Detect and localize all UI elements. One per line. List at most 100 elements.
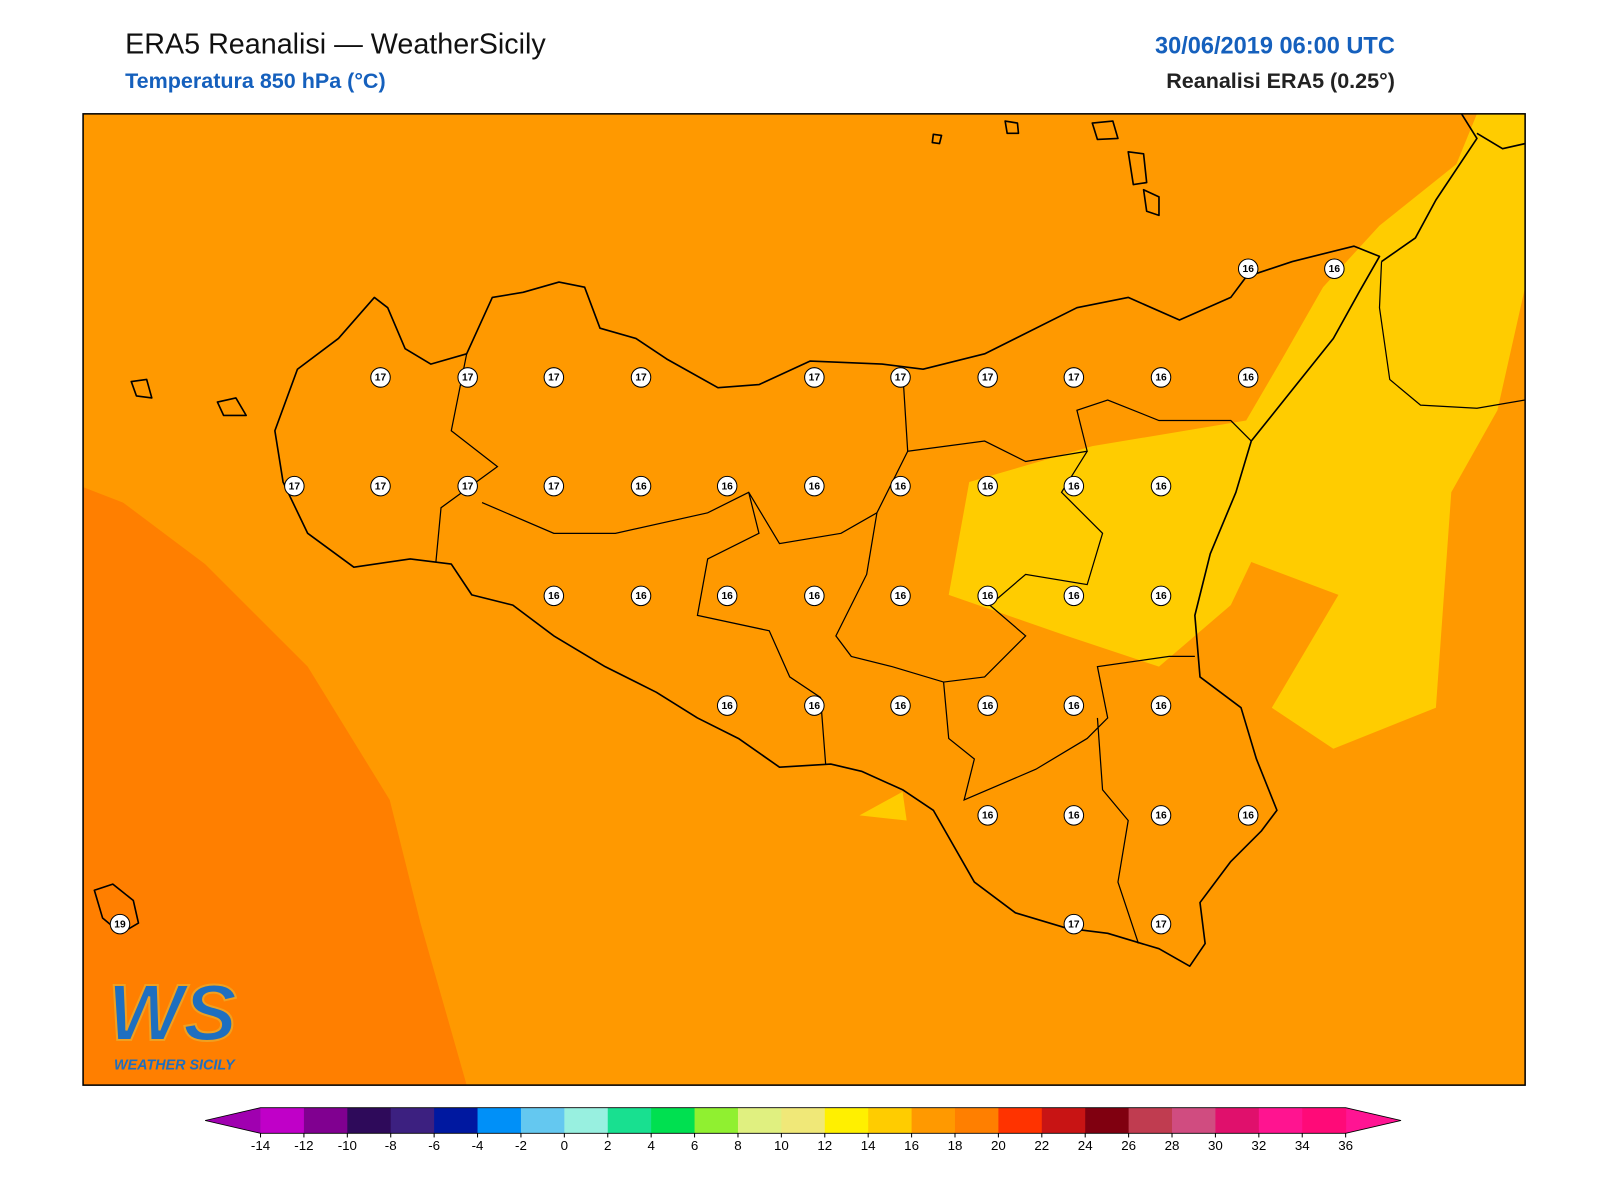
colorbar-label: 4 bbox=[647, 1138, 655, 1153]
colorbar: -14 -12 -10 -8 -6 -4 -2 0 2 4 6 8 10 12 14 16 18 20 22 24 26… bbox=[205, 1107, 1402, 1153]
colorbar-segment bbox=[911, 1107, 956, 1134]
station-marker bbox=[1150, 695, 1172, 716]
station-value: 19 bbox=[114, 919, 126, 930]
station-marker bbox=[804, 367, 825, 388]
station-marker bbox=[370, 475, 391, 497]
colorbar-segment bbox=[390, 1107, 435, 1134]
station-marker bbox=[716, 695, 738, 716]
colorbar-segment bbox=[1172, 1107, 1216, 1134]
colorbar-segment bbox=[954, 1107, 999, 1134]
logo-mark: WS bbox=[108, 968, 237, 1057]
station-value: 16 bbox=[1068, 811, 1080, 822]
station-value: 16 bbox=[721, 591, 733, 602]
station-value: 17 bbox=[1068, 373, 1080, 384]
colorbar-segment bbox=[1258, 1107, 1303, 1134]
border bbox=[435, 353, 1252, 944]
station-marker bbox=[977, 695, 998, 716]
station-marker bbox=[284, 475, 305, 497]
colorbar-label: 26 bbox=[1121, 1138, 1136, 1153]
station-value: 16 bbox=[809, 591, 821, 602]
station-marker bbox=[1063, 475, 1085, 497]
station-marker bbox=[457, 367, 478, 388]
station-value: 17 bbox=[548, 373, 560, 384]
colorbar-label: 14 bbox=[861, 1138, 876, 1153]
colorbar-label: 28 bbox=[1165, 1138, 1180, 1153]
colorbar-segment bbox=[303, 1107, 348, 1134]
colorbar-label: -4 bbox=[472, 1138, 484, 1153]
station-value: 16 bbox=[809, 701, 821, 712]
station-value: 16 bbox=[1155, 701, 1167, 712]
colorbar-segment bbox=[1128, 1107, 1173, 1134]
colorbar-label: -12 bbox=[294, 1138, 313, 1153]
station-marker bbox=[977, 805, 998, 826]
date: 30/06/2019 06:00 UTC bbox=[1155, 32, 1395, 58]
station-marker bbox=[1237, 367, 1259, 388]
model: Reanalisi ERA5 (0.25°) bbox=[1166, 69, 1395, 93]
colorbar-label: 8 bbox=[734, 1138, 741, 1153]
station-marker bbox=[1063, 805, 1085, 826]
station-value: 17 bbox=[548, 481, 560, 492]
colorbar-segment bbox=[1215, 1107, 1260, 1134]
station-value: 17 bbox=[375, 481, 387, 492]
station-marker bbox=[630, 367, 652, 388]
colorbar-segment bbox=[694, 1107, 739, 1134]
station-value: 16 bbox=[635, 591, 647, 602]
colorbar-label: -14 bbox=[251, 1138, 271, 1153]
colorbar-label: 0 bbox=[561, 1138, 568, 1153]
colorbar-segment bbox=[477, 1107, 522, 1134]
colorbar-segment bbox=[737, 1107, 782, 1134]
station-value: 16 bbox=[1068, 591, 1080, 602]
station-value: 17 bbox=[809, 373, 821, 384]
station-value: 16 bbox=[721, 481, 733, 492]
station-marker bbox=[1150, 367, 1172, 388]
station-marker bbox=[370, 367, 391, 388]
colorbar-label: 18 bbox=[948, 1138, 963, 1153]
station-marker bbox=[1324, 258, 1345, 279]
map: WS WEATHER SICILY bbox=[82, 113, 1526, 1086]
station-marker bbox=[716, 475, 738, 497]
station-marker bbox=[804, 585, 825, 607]
station-value: 16 bbox=[1243, 264, 1255, 275]
field-warm bbox=[83, 487, 467, 1086]
station-marker bbox=[1150, 805, 1172, 826]
station-marker bbox=[1063, 695, 1085, 716]
station-marker bbox=[977, 475, 998, 497]
stations: 16 16 17 17 17 17 17 17 17 17 16 16 17 17 17 17 16 16 16 16… bbox=[109, 258, 1345, 935]
station-marker bbox=[543, 585, 565, 607]
station-value: 16 bbox=[1155, 373, 1167, 384]
colorbar-label: -8 bbox=[385, 1138, 397, 1153]
station-marker bbox=[890, 475, 911, 497]
colorbar-segment bbox=[651, 1107, 696, 1134]
station-marker bbox=[1237, 805, 1259, 826]
station-value: 17 bbox=[289, 481, 301, 492]
station-value: 16 bbox=[1243, 373, 1255, 384]
station-value: 17 bbox=[375, 373, 387, 384]
frame bbox=[82, 113, 1526, 1086]
station-marker bbox=[804, 475, 825, 497]
station-marker bbox=[543, 367, 565, 388]
station-value: 17 bbox=[462, 481, 474, 492]
colorbar-segment bbox=[260, 1107, 305, 1134]
station-value: 17 bbox=[982, 373, 994, 384]
station-value: 16 bbox=[895, 701, 907, 712]
station-marker bbox=[804, 695, 825, 716]
colorbar-label: -6 bbox=[428, 1138, 440, 1153]
station-marker bbox=[1150, 913, 1172, 935]
station-value: 16 bbox=[895, 591, 907, 602]
station-value: 16 bbox=[1243, 811, 1255, 822]
title: ERA5 Reanalisi — WeatherSicily bbox=[125, 28, 546, 60]
station-value: 16 bbox=[809, 481, 821, 492]
colorbar-segment bbox=[781, 1107, 826, 1134]
station-marker bbox=[890, 585, 911, 607]
station-value: 16 bbox=[1329, 264, 1341, 275]
colorbar-label: 2 bbox=[604, 1138, 611, 1153]
colorbar-label: 20 bbox=[991, 1138, 1006, 1153]
station-marker bbox=[1237, 258, 1259, 279]
station-marker bbox=[977, 585, 998, 607]
station-value: 16 bbox=[1068, 481, 1080, 492]
station-value: 16 bbox=[982, 811, 994, 822]
colorbar-segment bbox=[607, 1107, 652, 1134]
colorbar-segment bbox=[520, 1107, 565, 1134]
station-value: 16 bbox=[548, 591, 560, 602]
station-marker bbox=[1150, 475, 1172, 497]
